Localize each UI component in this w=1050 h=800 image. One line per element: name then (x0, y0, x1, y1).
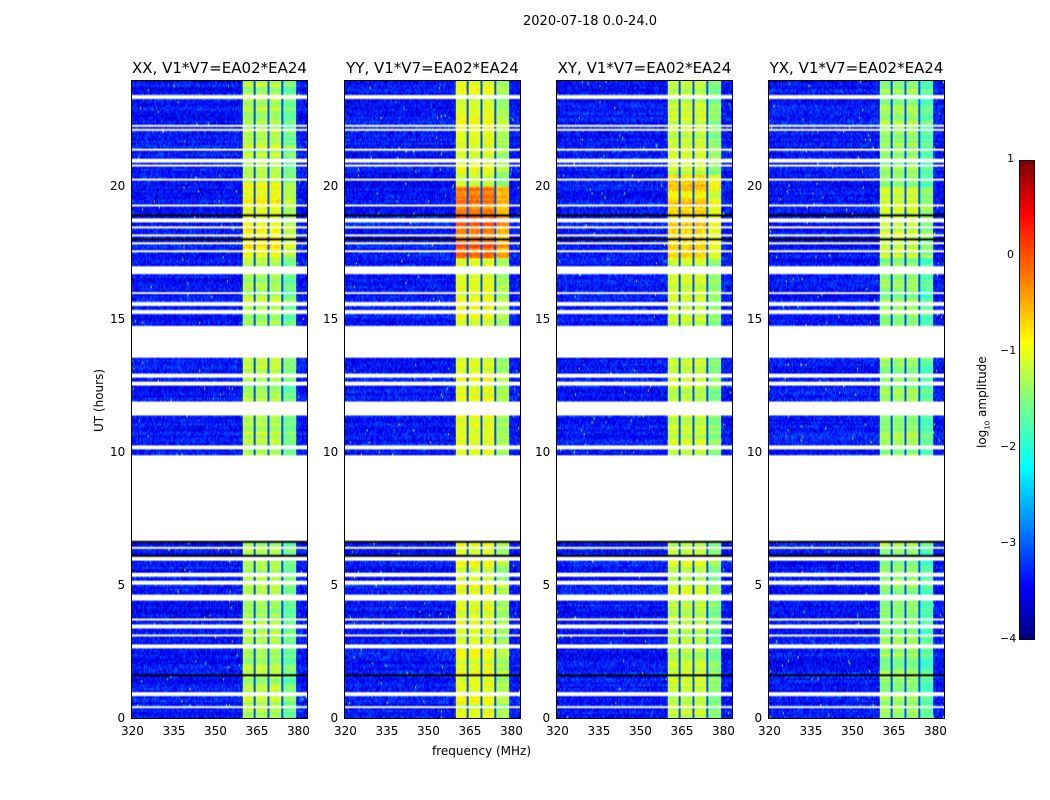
y-tick-label: 20 (323, 178, 339, 193)
x-tick-label: 380 (923, 724, 947, 738)
x-tick-label: 320 (121, 724, 144, 738)
y-tick-label: 15 (323, 311, 339, 326)
x-tick-label: 350 (840, 724, 864, 738)
x-tick-label: 335 (162, 724, 186, 738)
heatmap-image (769, 81, 944, 718)
y-tick-label: 5 (117, 577, 126, 592)
y-tick-label: 5 (542, 577, 551, 592)
y-tick-label: 0 (117, 711, 126, 725)
x-tick-label: 365 (458, 724, 482, 738)
colorbar-label: log10 amplitude (975, 356, 992, 448)
y-tick-label: 0 (542, 711, 551, 725)
panel-title: YX, V1*V7=EA02*EA24 (769, 59, 944, 77)
heatmap-panel-3 (556, 80, 733, 719)
x-tick-label: 365 (245, 724, 269, 738)
x-tick-label: 380 (286, 724, 310, 738)
x-tick-label: 320 (334, 724, 357, 738)
y-tick-label: 15 (535, 311, 551, 326)
heatmap-panel-4 (768, 80, 945, 719)
x-tick-label: 350 (416, 724, 440, 738)
heatmap-image (132, 81, 307, 718)
y-tick-label: 10 (323, 444, 339, 459)
y-tick-label: 10 (747, 444, 763, 459)
y-tick-label: 20 (747, 178, 763, 193)
colorbar (1019, 160, 1035, 640)
x-tick-label: 380 (499, 724, 523, 738)
panel-title: XX, V1*V7=EA02*EA24 (132, 59, 307, 77)
panel-title: XY, V1*V7=EA02*EA24 (557, 59, 732, 77)
x-tick-label: 365 (882, 724, 906, 738)
x-tick-label: 320 (546, 724, 569, 738)
y-tick-label: 20 (535, 178, 551, 193)
y-tick-label: 0 (754, 711, 763, 725)
y-tick-label: 5 (754, 577, 763, 592)
y-tick-label: 10 (110, 444, 126, 459)
colorbar-tick-label: 0 (1007, 248, 1014, 261)
y-tick-label: 20 (110, 178, 126, 193)
colorbar-tick-label: 1 (1007, 152, 1014, 165)
x-tick-label: 320 (758, 724, 781, 738)
y-tick-label: 15 (747, 311, 763, 326)
x-tick-label: 335 (799, 724, 823, 738)
y-tick-label: 10 (535, 444, 551, 459)
colorbar-tick-label: −3 (1000, 536, 1017, 549)
x-axis-label: frequency (MHz) (432, 744, 532, 758)
heatmap-image (557, 81, 732, 718)
y-tick-label: 5 (330, 577, 339, 592)
panel-title: YY, V1*V7=EA02*EA24 (346, 59, 519, 77)
x-tick-label: 335 (375, 724, 399, 738)
x-tick-label: 365 (670, 724, 694, 738)
y-tick-label: 0 (330, 711, 339, 725)
x-tick-label: 335 (587, 724, 611, 738)
x-tick-label: 350 (203, 724, 227, 738)
x-tick-label: 350 (628, 724, 652, 738)
heatmap-image (345, 81, 520, 718)
colorbar-tick-label: −2 (1000, 440, 1017, 453)
colorbar-tick-label: −4 (1000, 632, 1017, 645)
y-tick-label: 15 (110, 311, 126, 326)
colorbar-tick-label: −1 (1000, 344, 1017, 357)
y-axis-label: UT (hours) (92, 368, 106, 432)
heatmap-panel-1 (131, 80, 308, 719)
figure-title: 2020-07-18 0.0-24.0 (523, 14, 657, 29)
x-tick-label: 380 (711, 724, 735, 738)
heatmap-panel-2 (344, 80, 521, 719)
